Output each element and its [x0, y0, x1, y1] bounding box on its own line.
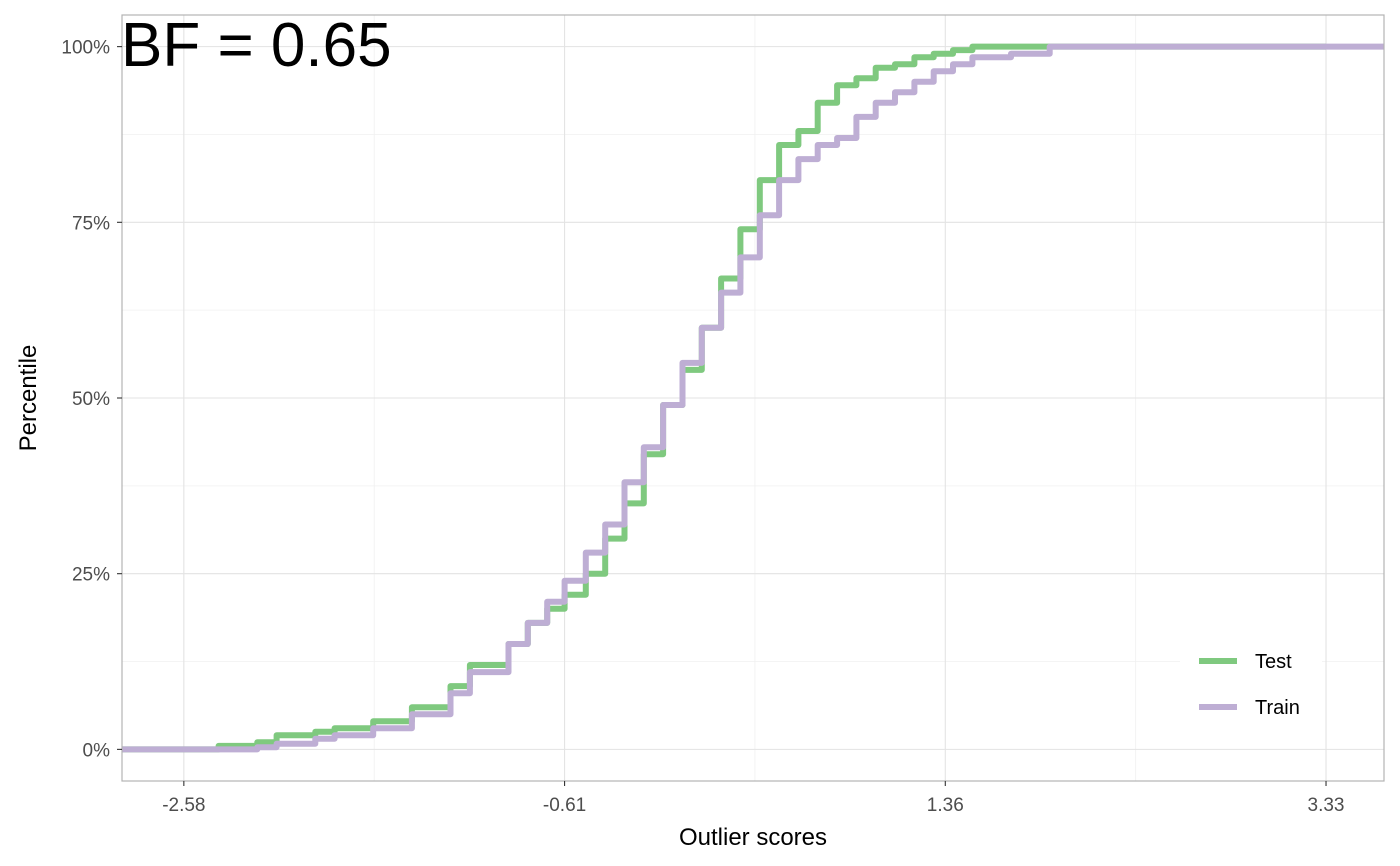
x-tick-label: -2.58	[162, 795, 205, 816]
y-axis-title: Percentile	[15, 345, 42, 452]
y-tick-label: 0%	[83, 740, 111, 761]
legend-background	[1180, 632, 1322, 732]
y-tick-label: 25%	[72, 565, 110, 586]
bf-annotation: BF = 0.65	[121, 11, 392, 80]
x-tick-label: 3.33	[1308, 795, 1345, 816]
y-tick-label: 100%	[61, 38, 110, 59]
x-tick-label: -0.61	[543, 795, 586, 816]
x-axis-title: Outlier scores	[679, 824, 827, 851]
x-axis-ticks: -2.58 -0.61 1.36 3.33	[162, 781, 1345, 816]
major-gridlines	[122, 15, 1384, 781]
legend: Test Train	[1180, 632, 1322, 732]
y-axis-ticks: 0% 25% 50% 75% 100%	[61, 38, 122, 761]
series-layer	[122, 43, 1384, 753]
series-line-train	[122, 43, 1384, 753]
x-tick-label: 1.36	[927, 795, 964, 816]
y-tick-label: 75%	[72, 213, 110, 234]
legend-label-train: Train	[1255, 697, 1300, 719]
y-tick-label: 50%	[72, 389, 110, 410]
legend-label-test: Test	[1255, 651, 1292, 673]
